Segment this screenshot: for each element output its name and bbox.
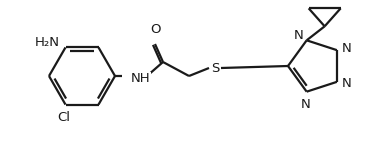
Text: H₂N: H₂N bbox=[34, 36, 60, 49]
Text: N: N bbox=[342, 77, 352, 90]
Text: NH: NH bbox=[131, 71, 151, 85]
Text: S: S bbox=[211, 61, 219, 75]
Text: Cl: Cl bbox=[57, 111, 70, 124]
Text: N: N bbox=[301, 98, 310, 111]
Text: N: N bbox=[294, 29, 304, 42]
Text: N: N bbox=[342, 42, 352, 55]
Text: O: O bbox=[150, 23, 160, 36]
